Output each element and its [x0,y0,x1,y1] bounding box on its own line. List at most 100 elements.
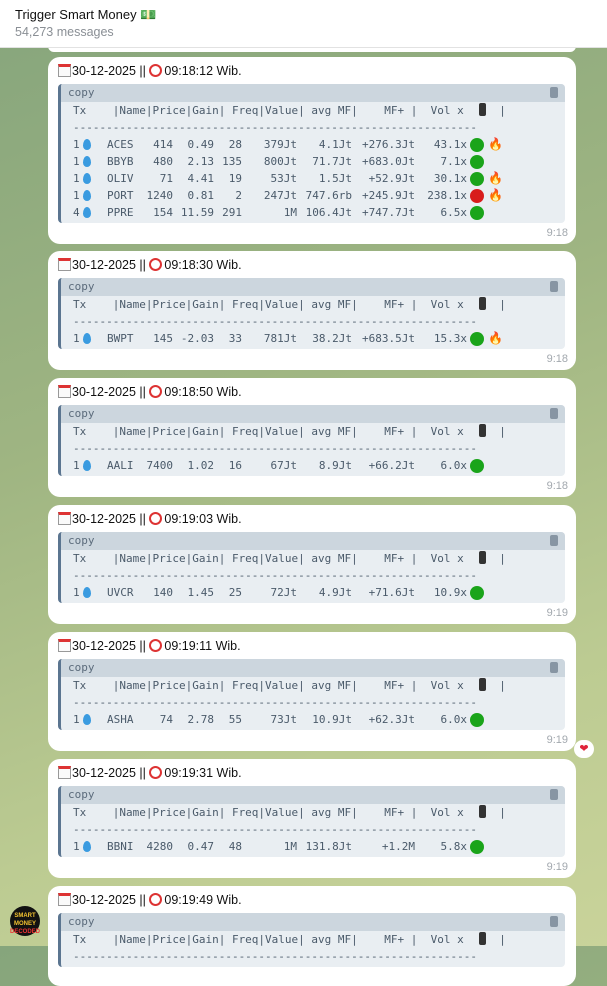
divider: ----------------------------------------… [61,694,565,711]
dash-line: ----------------------------------------… [73,569,477,582]
green-circle-icon [470,713,484,727]
red-circle-icon [470,189,484,203]
message-time: 09:19:49 Wib. [164,893,242,907]
message-bubble: 30-12-2025 || 09:18:12 Wib. copy Tx |Nam… [48,57,576,244]
price: 145 [153,332,173,345]
code-language-label: copy [68,86,95,99]
code-language-label: copy [68,915,95,928]
avg-mf: 71.7Jt [312,155,352,168]
freq: 2 [235,189,242,202]
green-circle-icon [470,206,484,220]
droplet-icon [83,460,91,471]
price: 4280 [146,840,174,853]
vol-multiple: 6.0x [440,713,468,726]
tx-count: 1 [73,586,80,599]
avg-mf: 10.9Jt [312,713,352,726]
message-date: 30-12-2025 [72,512,136,526]
code-block[interactable]: copy Tx |Name|Price|Gain| Freq|Value| av… [58,913,565,967]
ticker-name: BBYB [107,155,134,168]
table-row: 1 PORT 1240 0.81 2 247Jt 747.6rb +245.9Jt 238.… [61,187,565,204]
table-header-text: Tx |Name|Price|Gain| Freq|Value| avg MF|… [73,104,464,117]
message-header: 30-12-2025 || 09:18:12 Wib. [58,64,242,78]
gain: 2.13 [187,155,215,168]
green-circle-icon [470,138,484,152]
message-date: 30-12-2025 [72,385,136,399]
mf-plus: +747.7Jt [362,206,415,219]
copy-icon[interactable] [550,662,558,673]
message-header: 30-12-2025 || 09:19:49 Wib. [58,893,242,907]
copy-icon[interactable] [550,916,558,927]
value: 53Jt [270,172,298,185]
message-header: 30-12-2025 || 09:19:03 Wib. [58,512,242,526]
message-bubble: 30-12-2025 || 09:19:49 Wib. copy Tx |Nam… [48,886,576,986]
dash-line: ----------------------------------------… [73,696,477,709]
avg-mf: 8.9Jt [318,459,352,472]
code-block[interactable]: copy Tx |Name|Price|Gain| Freq|Value| av… [58,278,565,349]
ticker-name: PORT [107,189,134,202]
traffic-light-icon [479,931,486,948]
copy-icon[interactable] [550,535,558,546]
mf-plus: +245.9Jt [362,189,415,202]
value: 247Jt [263,189,297,202]
message-time: 09:18:50 Wib. [164,385,242,399]
ticker-name: BBNI [107,840,134,853]
alarm-clock-icon [149,258,163,271]
alarm-clock-icon [149,512,163,525]
tx-count: 1 [73,713,80,726]
tx-count: 4 [73,206,80,219]
code-block[interactable]: copy Tx |Name|Price|Gain| Freq|Value| av… [58,659,565,730]
mf-plus: +276.3Jt [362,138,415,151]
message-header: 30-12-2025 || 09:18:30 Wib. [58,258,242,272]
price: 7400 [146,459,174,472]
table-header-text: Tx |Name|Price|Gain| Freq|Value| avg MF|… [73,425,464,438]
chat-header[interactable]: Trigger Smart Money 💵 54,273 messages [0,0,607,48]
message-date: 30-12-2025 [72,639,136,653]
alarm-clock-icon [149,64,163,77]
code-block[interactable]: copy Tx |Name|Price|Gain| Freq|Value| av… [58,532,565,603]
message-bubble: 30-12-2025 || 09:19:11 Wib. copy Tx |Nam… [48,632,576,751]
sent-time: 9:18 [546,227,568,239]
copy-icon[interactable] [550,408,558,419]
code-block[interactable]: copy Tx |Name|Price|Gain| Freq|Value| av… [58,84,565,223]
divider: ----------------------------------------… [61,440,565,457]
copy-icon[interactable] [550,87,558,98]
calendar-icon [58,766,71,779]
channel-avatar[interactable]: SMART MONEY DECODED [10,906,40,936]
heart-reaction[interactable]: ❤ [574,740,594,758]
copy-icon[interactable] [550,281,558,292]
traffic-light-icon [479,102,486,119]
divider: ----------------------------------------… [61,567,565,584]
value: 1M [283,206,297,219]
code-block[interactable]: copy Tx |Name|Price|Gain| Freq|Value| av… [58,786,565,857]
table-header-row: Tx |Name|Price|Gain| Freq|Value| avg MF|… [61,550,565,567]
avg-mf: 4.1Jt [318,138,352,151]
tx-count: 1 [73,138,80,151]
copy-icon[interactable] [550,789,558,800]
code-block[interactable]: copy Tx |Name|Price|Gain| Freq|Value| av… [58,405,565,476]
table-header-text: Tx |Name|Price|Gain| Freq|Value| avg MF|… [73,298,464,311]
table-header-row: Tx |Name|Price|Gain| Freq|Value| avg MF|… [61,804,565,821]
gain: -2.03 [180,332,214,345]
code-language-label: copy [68,534,95,547]
vol-multiple: 7.1x [440,155,468,168]
value: 800Jt [263,155,297,168]
mf-plus: +1.2M [381,840,415,853]
green-circle-icon [470,172,484,186]
message-time: 09:19:11 Wib. [164,639,241,653]
calendar-icon [58,893,71,906]
alarm-clock-icon [149,893,163,906]
price: 1240 [146,189,174,202]
table-header-text: Tx |Name|Price|Gain| Freq|Value| avg MF|… [73,933,464,946]
gain: 11.59 [180,206,214,219]
calendar-icon [58,512,71,525]
table-row: 1 AALI 7400 1.02 16 67Jt 8.9Jt +66.2Jt 6.0x [61,457,565,474]
table-header-row: Tx |Name|Price|Gain| Freq|Value| avg MF|… [61,423,565,440]
freq: 48 [228,840,242,853]
dash-line: ----------------------------------------… [73,950,477,963]
tx-count: 1 [73,332,80,345]
traffic-light-icon [479,677,486,694]
green-circle-icon [470,459,484,473]
tx-count: 1 [73,172,80,185]
message-bubble: 30-12-2025 || 09:18:30 Wib. copy Tx |Nam… [48,251,576,370]
freq: 19 [228,172,242,185]
